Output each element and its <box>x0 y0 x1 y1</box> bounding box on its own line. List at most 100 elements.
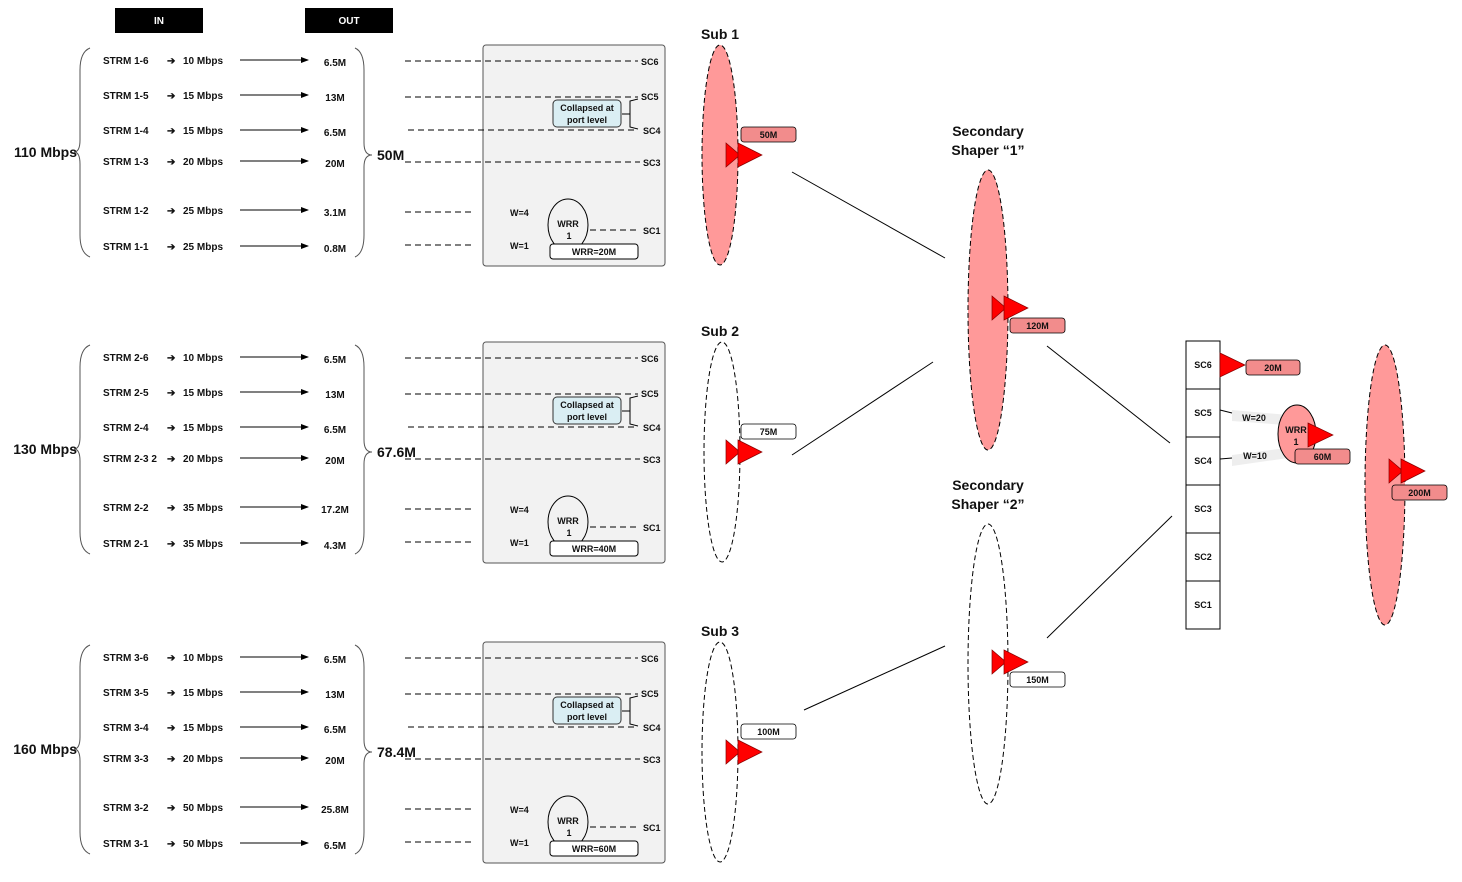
sc4-label: SC4 <box>643 126 661 136</box>
port-class-cell <box>1185 484 1221 534</box>
port-class-cell <box>1185 580 1221 630</box>
sc3-label: SC3 <box>643 455 661 465</box>
arrow-icon: ➔ <box>167 803 176 814</box>
w4-label: W=4 <box>510 505 529 515</box>
w10-bg <box>1232 448 1288 466</box>
stream-out-rate: 6.5M <box>324 355 346 366</box>
sc4-label: SC4 <box>643 723 661 733</box>
w1-label: W=1 <box>510 241 529 251</box>
shaper-flag-icon <box>725 739 741 765</box>
secondary-shaper-title: Secondary <box>952 477 1024 493</box>
sc3-label: SC3 <box>643 755 661 765</box>
stream-rate: 15 Mbps <box>183 723 223 734</box>
stream-name: STRM 3-3 <box>103 754 149 765</box>
sc1-label: SC1 <box>643 523 661 533</box>
shaper-flag-icon <box>737 439 763 465</box>
stream-name: STRM 1-6 <box>103 56 149 67</box>
port-rate: 200M <box>1408 488 1431 498</box>
arrow-icon: ➔ <box>167 688 176 699</box>
arrow-icon: ➔ <box>167 126 176 137</box>
stream-name: STRM 2-5 <box>103 388 149 399</box>
arrow-icon: ➔ <box>167 91 176 102</box>
shaper-flag-icon <box>737 142 763 168</box>
stream-name: STRM 2-3 2 <box>103 454 157 465</box>
shaper-flag-icon <box>1400 458 1426 484</box>
w1-label: W=1 <box>510 838 529 848</box>
stream-out-rate: 13M <box>325 93 344 104</box>
stream-name: STRM 3-1 <box>103 839 149 850</box>
stream-name: STRM 1-4 <box>103 126 149 137</box>
stream-rate: 15 Mbps <box>183 423 223 434</box>
secondary-shaper-title: Shaper “2” <box>951 496 1024 512</box>
stream-rate: 20 Mbps <box>183 754 223 765</box>
in-brace <box>73 344 91 555</box>
sc5-label: SC5 <box>641 689 659 699</box>
sc6-label: SC6 <box>641 57 659 67</box>
shaper-flag-icon <box>725 142 741 168</box>
sub-rate: 100M <box>757 727 780 737</box>
shaper-flag-icon <box>725 439 741 465</box>
stream-out-rate: 20M <box>325 456 344 467</box>
total-in-rate: 130 Mbps <box>13 441 77 457</box>
wrr-rate-box <box>549 243 639 260</box>
stream-rate: 15 Mbps <box>183 388 223 399</box>
stream-name: STRM 2-4 <box>103 423 149 434</box>
wrr-label: 1 <box>566 231 571 241</box>
sc6-label: SC6 <box>641 354 659 364</box>
in-header <box>115 8 203 33</box>
in-header-label: IN <box>154 16 164 27</box>
shaper-flag-icon <box>1003 649 1029 675</box>
sc6-rate-box <box>1245 359 1301 376</box>
port-class-cell <box>1185 436 1221 486</box>
sc5-label: SC5 <box>641 92 659 102</box>
connector-line <box>803 645 946 711</box>
stream-out-rate: 4.3M <box>324 541 346 552</box>
collapsed-label: port level <box>567 712 607 722</box>
wrr-label: 1 <box>1293 437 1298 447</box>
arrow-icon: ➔ <box>167 56 176 67</box>
wrr-rate: WRR=40M <box>572 544 616 554</box>
stream-out-rate: 13M <box>325 690 344 701</box>
w20-line <box>1219 409 1233 414</box>
arrow-icon: ➔ <box>167 454 176 465</box>
sc6-rate: 20M <box>1264 363 1282 373</box>
connector-line <box>791 171 946 259</box>
port-class-label: SC5 <box>1194 408 1212 418</box>
shaper-flag-icon <box>1219 352 1246 378</box>
stream-out-rate: 13M <box>325 390 344 401</box>
stream-name: STRM 3-4 <box>103 723 149 734</box>
connector-line <box>1046 515 1173 639</box>
shaper-flag-icon <box>1307 422 1334 448</box>
sub-label: Sub 1 <box>701 26 739 42</box>
collapsed-box <box>552 99 622 128</box>
arrow-icon: ➔ <box>167 503 176 514</box>
stream-name: STRM 2-6 <box>103 353 149 364</box>
port-class-cell <box>1185 532 1221 582</box>
shaper-flag-icon <box>991 649 1007 675</box>
port-wrr-rate-box <box>1294 448 1351 465</box>
total-in-rate: 160 Mbps <box>13 741 77 757</box>
w20-bg <box>1232 410 1288 425</box>
shaper-flag-icon <box>737 739 763 765</box>
sub-rate: 50M <box>760 130 778 140</box>
stream-rate: 20 Mbps <box>183 157 223 168</box>
arrow-icon: ➔ <box>167 157 176 168</box>
stream-rate: 50 Mbps <box>183 839 223 850</box>
port-class-label: SC6 <box>1194 360 1212 370</box>
sc6-label: SC6 <box>641 654 659 664</box>
w10-label: W=10 <box>1243 451 1267 461</box>
stream-rate: 10 Mbps <box>183 56 223 67</box>
sub-rate: 75M <box>760 427 778 437</box>
total-in-rate: 110 Mbps <box>14 144 77 160</box>
wrr-label: WRR <box>557 219 579 229</box>
stream-out-rate: 6.5M <box>324 655 346 666</box>
collapsed-box <box>552 396 622 425</box>
stream-name: STRM 3-2 <box>103 803 149 814</box>
stream-name: STRM 1-5 <box>103 91 149 102</box>
port-wrr-rate: 60M <box>1314 452 1332 462</box>
secondary-shaper-title: Secondary <box>952 123 1024 139</box>
wrr-rate-box <box>549 840 639 857</box>
w1-label: W=1 <box>510 538 529 548</box>
sc1-label: SC1 <box>643 226 661 236</box>
stream-name: STRM 2-2 <box>103 503 149 514</box>
